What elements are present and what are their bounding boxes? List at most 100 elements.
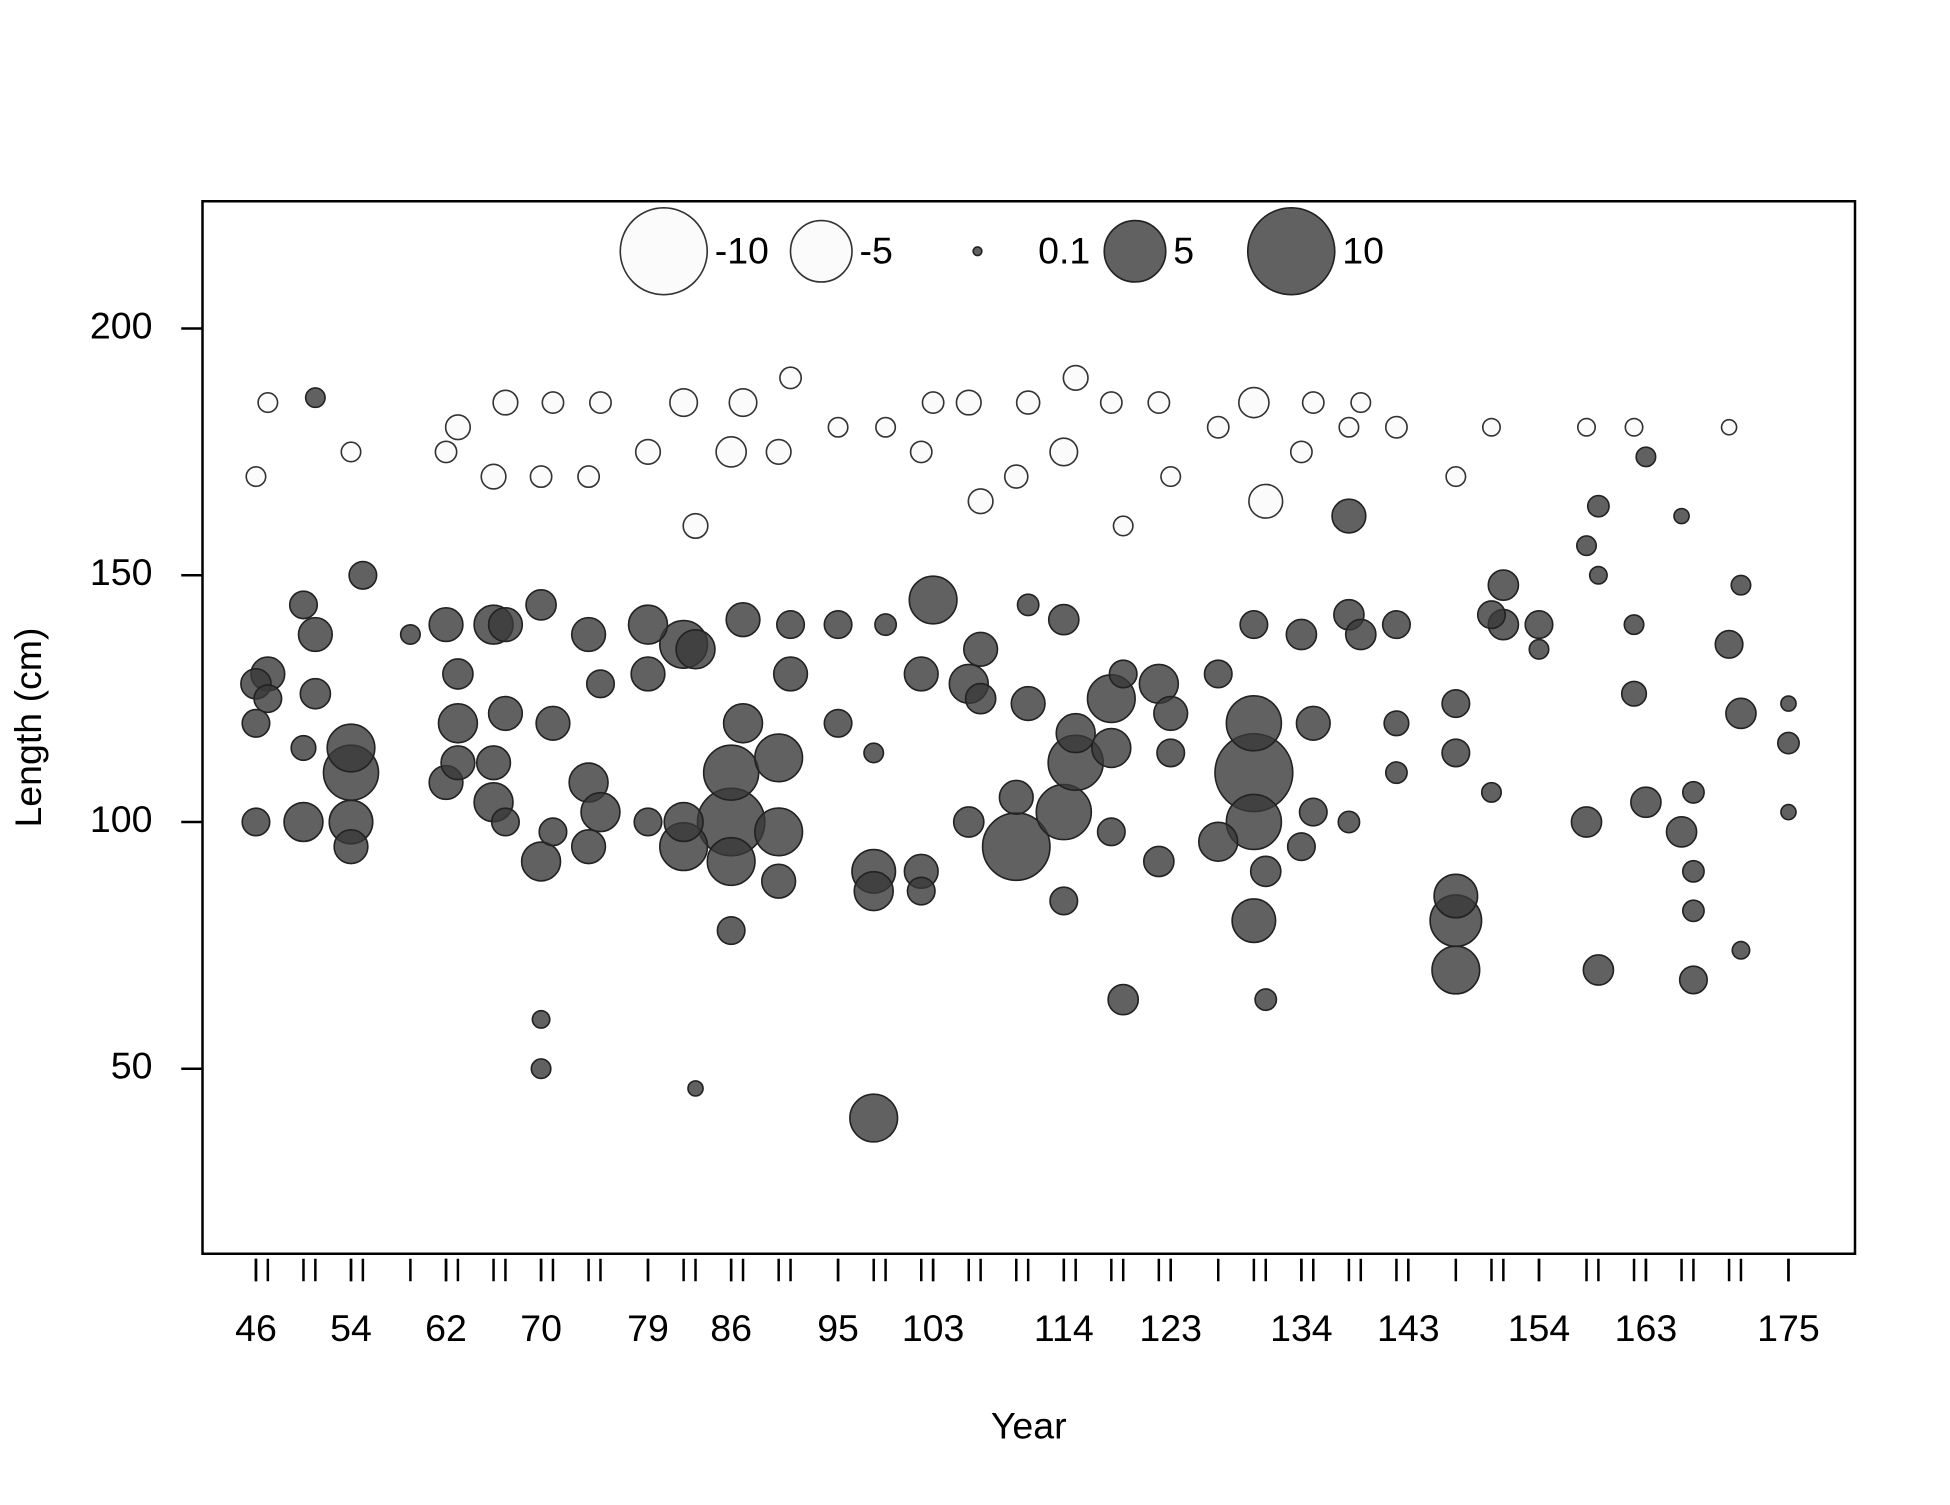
bubble [1035,783,1093,841]
bubble [849,1093,899,1143]
bubble [754,733,804,783]
bubble [475,745,512,781]
bubble [1108,659,1138,689]
x-tick-label: 123 [1139,1307,1202,1349]
bubble [490,807,521,837]
legend-bubble [619,206,709,296]
plot-frame [201,200,1857,1255]
bubble [1630,786,1662,819]
legend-bubble [972,246,983,257]
bubble [775,610,806,640]
bubble [687,1080,704,1097]
legend-label: 5 [1173,230,1194,272]
bubble [1099,391,1123,415]
bubble [1480,781,1503,803]
bubble [1225,694,1283,752]
bubble [1015,390,1041,415]
bubble [1476,600,1507,630]
bubble [627,604,669,645]
bubble [535,705,571,741]
bubble [1433,873,1479,919]
y-tick-label: 100 [90,798,153,840]
bubble [772,656,809,692]
bubble [541,391,565,415]
x-tick-label: 175 [1757,1307,1820,1349]
bubble [908,575,958,625]
x-tick-label: 143 [1377,1307,1440,1349]
y-axis-label: Length (cm) [7,627,49,827]
bubble [875,416,897,438]
bubble [1350,392,1372,414]
bubble [633,807,663,837]
bubble [1714,629,1744,659]
bubble [1203,659,1233,689]
bubble [716,915,746,946]
bubble [1160,466,1182,488]
bubble [1049,437,1079,467]
bubble [304,387,326,409]
bubble [1575,535,1598,557]
bubble [487,606,524,643]
bubble [333,829,369,865]
bubble [1016,593,1040,617]
bubble [754,807,804,857]
x-tick-label: 46 [235,1307,277,1349]
bubble [440,745,476,781]
bubble [906,876,936,906]
bubble [538,817,568,847]
bubble [529,465,553,489]
bubble [1577,417,1597,437]
x-tick-label: 62 [425,1307,467,1349]
bubble [340,441,362,463]
bubble [1481,417,1501,437]
bubble [1384,415,1408,439]
bubble [634,438,662,466]
bubble [964,682,997,715]
bubble [952,806,985,838]
legend-label: -5 [859,230,892,272]
bubble [1528,638,1550,660]
bubble [1731,940,1751,960]
bubble [998,779,1034,815]
bubble [1524,610,1554,640]
bubble [1623,614,1645,636]
legend-bubble [789,219,853,283]
y-tick-label: 200 [90,304,153,346]
bubble [1096,817,1126,847]
bubble [1441,689,1471,719]
bubble [444,414,472,441]
bubble [1344,618,1377,651]
bubble [1570,806,1603,838]
bubble [1665,815,1698,848]
bubble [283,801,324,843]
bubble [1249,855,1282,888]
bubble [663,801,704,843]
bubble [492,389,519,416]
bubble [1301,391,1325,415]
bubble [823,708,853,738]
x-axis-label: Year [991,1405,1067,1447]
bubble [1286,832,1316,862]
bubble [1780,695,1797,712]
legend-bubble [1103,219,1167,283]
bubble [1487,569,1520,602]
bubble [1107,983,1140,1016]
y-tick-label: 50 [111,1045,153,1087]
bubble [706,836,756,887]
bubble [288,590,319,620]
x-tick-label: 154 [1508,1307,1571,1349]
bubble [589,391,612,415]
bubble [480,463,507,490]
bubble [1586,494,1610,518]
bubble [297,616,334,653]
bubble [1381,610,1411,640]
x-tick-label: 114 [1034,1307,1094,1349]
bubble [909,440,933,464]
x-tick-label: 95 [817,1307,859,1349]
x-tick-label: 54 [330,1307,372,1349]
x-tick-label: 134 [1270,1307,1333,1349]
x-tick-label: 163 [1615,1307,1678,1349]
bubble [765,438,792,466]
bubble [1239,610,1269,640]
